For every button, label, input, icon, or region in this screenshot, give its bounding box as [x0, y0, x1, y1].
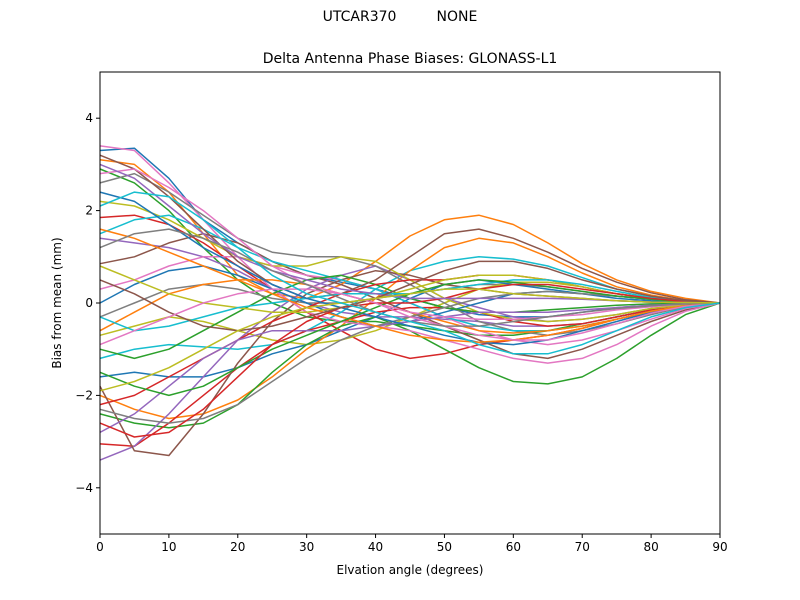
series-layer	[99, 145, 721, 461]
x-tick-label: 60	[506, 540, 521, 554]
x-tick-label: 20	[230, 540, 245, 554]
series-line-31	[99, 191, 721, 346]
x-tick-label: 40	[368, 540, 383, 554]
series-line-37	[99, 288, 721, 346]
y-tick-label: 4	[85, 111, 93, 125]
series-line-27	[99, 168, 721, 320]
x-axis: 0 10 20 30 40 50 60 70 80 90	[96, 534, 728, 554]
series-line-33	[99, 279, 721, 397]
series-line-26	[99, 154, 721, 304]
series-line-32	[99, 228, 721, 344]
series-line-40	[99, 191, 721, 355]
x-tick-label: 50	[437, 540, 452, 554]
series-line-35	[99, 163, 721, 304]
y-axis-label: Bias from mean (mm)	[50, 237, 64, 368]
series-line-39	[99, 288, 721, 392]
x-tick-label: 70	[575, 540, 590, 554]
x-axis-label: Elvation angle (degrees)	[337, 563, 484, 577]
y-axis: −4 −2 0 2 4	[75, 111, 100, 495]
series-line-14	[99, 302, 721, 447]
y-tick-label: −2	[75, 388, 93, 402]
series-line-36	[99, 260, 721, 332]
series-line-12	[99, 237, 721, 420]
y-tick-label: 2	[85, 204, 93, 218]
figure-suptitle: UTCAR370 NONE	[322, 9, 478, 25]
series-line-34	[99, 283, 721, 438]
x-tick-label: 10	[161, 540, 176, 554]
x-tick-label: 80	[643, 540, 658, 554]
x-tick-label: 90	[712, 540, 727, 554]
y-tick-label: −4	[75, 481, 93, 495]
y-tick-label: 0	[85, 296, 93, 310]
chart-title: Delta Antenna Phase Biases: GLONASS-L1	[263, 51, 558, 67]
x-tick-label: 0	[96, 540, 104, 554]
x-tick-label: 30	[299, 540, 314, 554]
series-line-2	[99, 159, 721, 304]
series-line-3	[99, 168, 721, 337]
